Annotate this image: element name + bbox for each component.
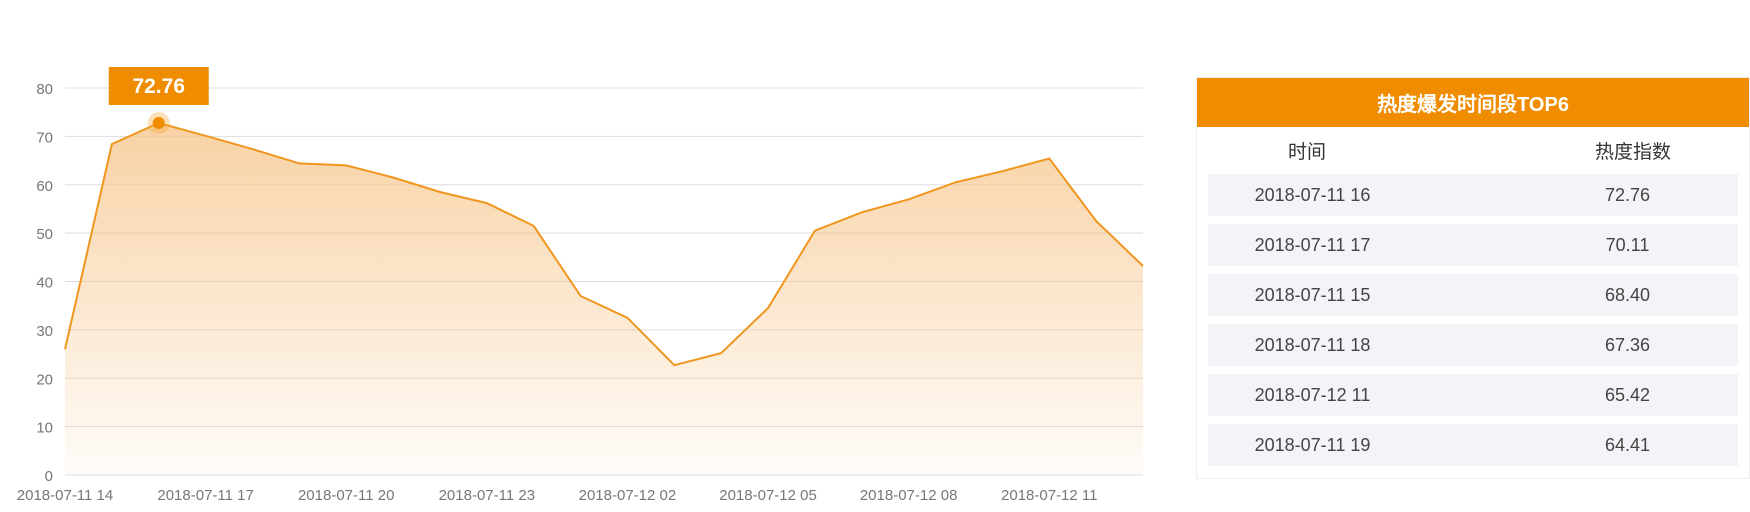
y-axis-ticks: 0 10 20 30 40 50 60 70 80: [36, 81, 53, 485]
y-tick-label: 10: [36, 420, 53, 437]
table-body: 2018-07-11 16 72.76 2018-07-11 17 70.11 …: [1197, 174, 1749, 466]
table-row[interactable]: 2018-07-11 17 70.11: [1208, 224, 1738, 266]
table-row[interactable]: 2018-07-12 11 65.42: [1208, 374, 1738, 416]
table-row[interactable]: 2018-07-11 18 67.36: [1208, 324, 1738, 366]
col-index-header: 热度指数: [1594, 142, 1671, 163]
panel-title: 热度爆发时间段TOP6: [1197, 78, 1749, 127]
table-row[interactable]: 2018-07-11 15 68.40: [1208, 274, 1738, 316]
row-value: 64.41: [1604, 434, 1651, 455]
table-row[interactable]: 2018-07-11 16 72.76: [1208, 174, 1738, 216]
row-time: 2018-07-11 19: [1254, 434, 1371, 455]
series-area: [65, 123, 1143, 475]
peak-highlight[interactable]: 72.76: [108, 67, 209, 135]
y-tick-label: 50: [36, 226, 53, 243]
x-tick-label: 2018-07-11 20: [298, 487, 394, 504]
row-value: 67.36: [1604, 334, 1651, 355]
x-tick-label: 2018-07-12 05: [719, 487, 817, 504]
row-time: 2018-07-11 16: [1254, 184, 1371, 205]
y-tick-label: 80: [36, 81, 53, 98]
y-tick-label: 60: [36, 178, 53, 195]
row-time: 2018-07-11 18: [1254, 334, 1371, 355]
x-tick-label: 2018-07-12 11: [1001, 487, 1097, 504]
row-value: 70.11: [1605, 234, 1650, 255]
y-tick-label: 70: [36, 129, 53, 146]
x-axis-ticks: 2018-07-11 14 2018-07-11 17 2018-07-11 20 2…: [17, 487, 1098, 504]
series-line: [64, 121, 1144, 367]
row-value: 72.76: [1604, 184, 1651, 205]
y-tick-label: 20: [36, 371, 53, 388]
x-tick-label: 2018-07-12 08: [860, 487, 958, 504]
peak-label-box: [108, 67, 209, 105]
row-time: 2018-07-11 15: [1254, 284, 1371, 305]
x-tick-label: 2018-07-11 14: [17, 487, 113, 504]
col-time-header: 时间: [1287, 142, 1326, 163]
x-tick-label: 2018-07-11 23: [439, 487, 535, 504]
y-tick-label: 0: [45, 468, 53, 485]
table-row[interactable]: 2018-07-11 19 64.41: [1208, 424, 1738, 466]
row-value: 65.42: [1604, 384, 1651, 405]
table-header: 时间 热度指数: [1197, 127, 1749, 174]
row-time: 2018-07-11 17: [1254, 234, 1371, 255]
row-time: 2018-07-12 11: [1254, 384, 1371, 405]
y-tick-label: 40: [36, 275, 53, 292]
peak-point[interactable]: [152, 117, 165, 130]
y-tick-label: 30: [36, 323, 53, 340]
top6-panel: 热度爆发时间段TOP6 时间 热度指数 2018-07-11 16 72.76 …: [1196, 77, 1750, 479]
data-points: [64, 122, 1144, 366]
x-tick-label: 2018-07-12 02: [579, 487, 677, 504]
row-value: 68.40: [1604, 284, 1651, 305]
peak-label: 72.76: [132, 75, 185, 98]
x-tick-label: 2018-07-11 17: [157, 487, 253, 504]
